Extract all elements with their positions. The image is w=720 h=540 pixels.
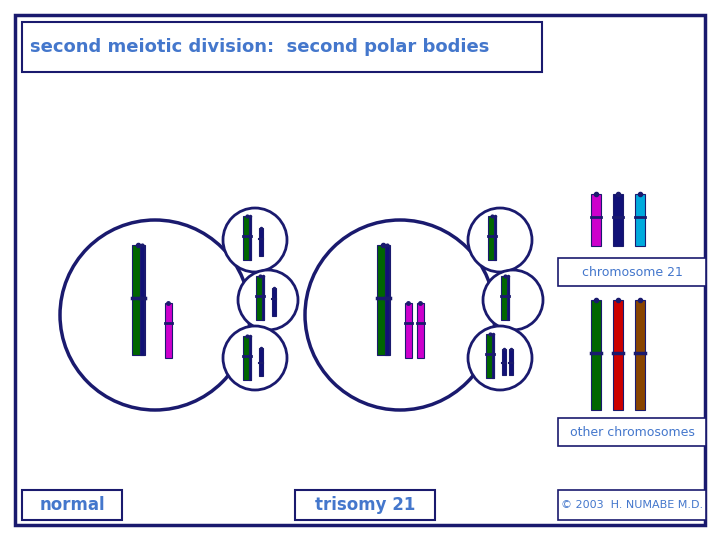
Bar (259, 228, 263, 256)
Bar (164, 302, 171, 357)
Bar (262, 276, 264, 320)
Circle shape (223, 326, 287, 390)
Bar (272, 288, 276, 316)
Bar (385, 245, 389, 355)
Bar (635, 300, 645, 410)
Circle shape (468, 326, 532, 390)
Bar (501, 276, 509, 320)
Circle shape (468, 208, 532, 272)
Bar (486, 334, 494, 378)
Bar (502, 349, 506, 375)
Bar (509, 349, 513, 375)
Bar (248, 216, 251, 260)
Text: trisomy 21: trisomy 21 (315, 496, 415, 514)
Bar (558, 490, 706, 520)
Circle shape (223, 208, 287, 272)
Bar (613, 194, 623, 246)
Bar (259, 348, 263, 376)
Text: chromosome 21: chromosome 21 (582, 266, 683, 279)
Bar (248, 336, 251, 380)
Bar (558, 258, 706, 286)
Bar (22, 490, 122, 520)
Circle shape (60, 220, 250, 410)
Bar (492, 334, 494, 378)
Bar (132, 245, 145, 355)
Bar (591, 300, 601, 410)
Bar (416, 302, 423, 357)
Bar (591, 194, 601, 246)
Text: second meiotic division:  second polar bodies: second meiotic division: second polar bo… (30, 38, 490, 56)
Bar (377, 245, 390, 355)
Bar (494, 216, 496, 260)
Bar (256, 276, 264, 320)
Bar (243, 216, 251, 260)
Circle shape (238, 270, 298, 330)
Text: other chromosomes: other chromosomes (570, 426, 694, 438)
Circle shape (483, 270, 543, 330)
Bar (507, 276, 509, 320)
Bar (613, 300, 623, 410)
Bar (635, 194, 645, 246)
Bar (22, 22, 542, 72)
Bar (405, 302, 412, 357)
Bar (243, 336, 251, 380)
Bar (140, 245, 144, 355)
Bar (558, 418, 706, 446)
Bar (488, 216, 496, 260)
Bar (295, 490, 435, 520)
Circle shape (305, 220, 495, 410)
Text: © 2003  H. NUMABE M.D.: © 2003 H. NUMABE M.D. (561, 500, 703, 510)
Text: normal: normal (39, 496, 105, 514)
